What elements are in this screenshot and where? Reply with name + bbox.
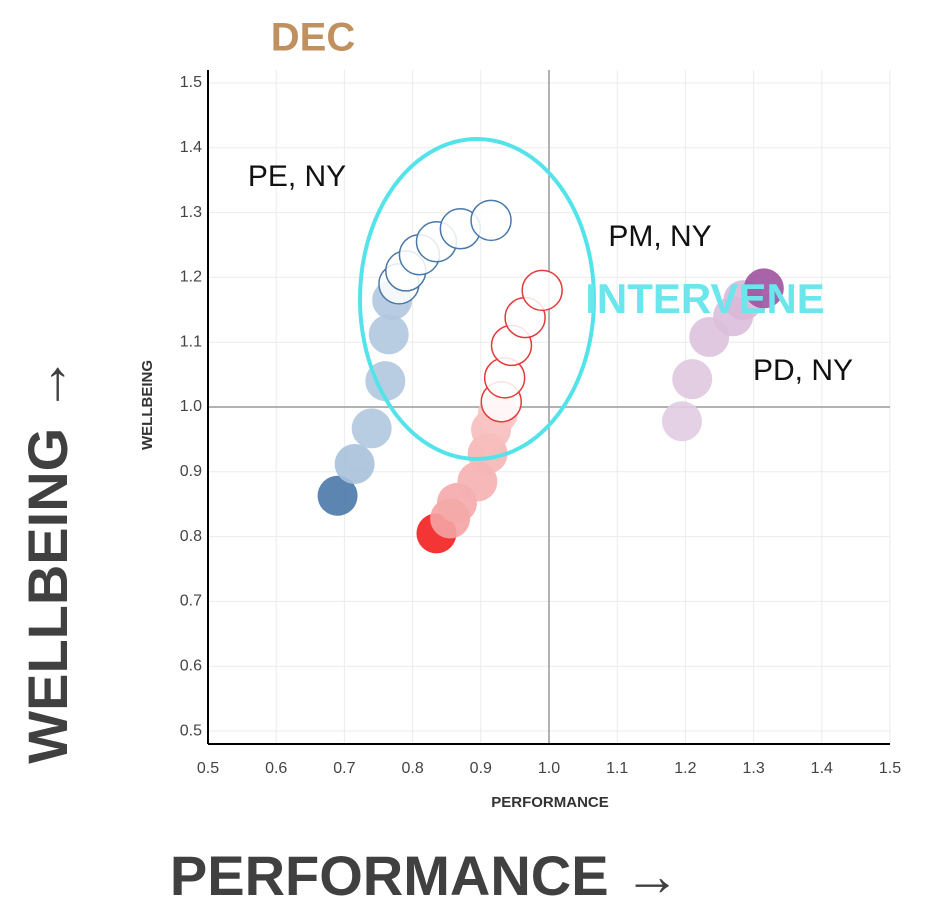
x-tick-label: 1.3: [742, 760, 764, 777]
x-tick-label: 0.7: [333, 760, 355, 777]
y-tick-label: 1.3: [180, 204, 202, 221]
x-tick-label: 0.5: [197, 760, 219, 777]
y-axis-title: WELLBEING: [139, 360, 156, 450]
x-tick-label: 1.1: [606, 760, 628, 777]
x-tick-label: 1.4: [811, 760, 833, 777]
y-tick-label: 0.5: [180, 722, 202, 739]
plot-area: 0.5 0.6 0.7 0.8 0.9 1.0 1.1 1.2 1.3 1.4 1.5 0.5 0.6 0…: [180, 70, 901, 777]
y-caption: WELLBEING →: [16, 356, 79, 764]
y-tick-label: 0.9: [180, 463, 202, 480]
y-tick-label: 0.8: [180, 528, 202, 545]
point: [351, 408, 392, 449]
point: [521, 269, 563, 312]
point: [672, 359, 713, 400]
point: [334, 444, 375, 485]
y-tick-label: 0.7: [180, 593, 202, 610]
point: [368, 314, 409, 355]
y-tick-label: 1.4: [180, 139, 202, 156]
point: [470, 199, 512, 242]
chart-title: DEC: [271, 16, 355, 60]
series-label: PD, NY: [753, 354, 853, 387]
x-axis-title: PERFORMANCE: [491, 794, 609, 811]
y-tick-label: 1.0: [180, 398, 202, 415]
point: [365, 361, 406, 402]
point: [743, 268, 784, 309]
y-tick-label: 0.6: [180, 657, 202, 674]
x-tick-label: 0.9: [470, 760, 492, 777]
x-caption: PERFORMANCE →: [170, 844, 680, 907]
series-label: PE, NY: [248, 160, 346, 193]
annotation: INTERVENE: [585, 275, 825, 322]
y-tick-label: 1.1: [180, 333, 202, 350]
series-label: PM, NY: [608, 220, 711, 253]
y-tick-label: 1.5: [180, 74, 202, 91]
point: [661, 401, 702, 442]
intervene-ellipse: [358, 137, 596, 461]
x-tick-label: 1.5: [879, 760, 901, 777]
x-tick-label: 1.0: [538, 760, 560, 777]
x-tick-label: 0.8: [401, 760, 423, 777]
point: [317, 475, 358, 516]
x-tick-label: 0.6: [265, 760, 287, 777]
y-tick-label: 1.2: [180, 269, 202, 286]
x-tick-label: 1.2: [674, 760, 696, 777]
